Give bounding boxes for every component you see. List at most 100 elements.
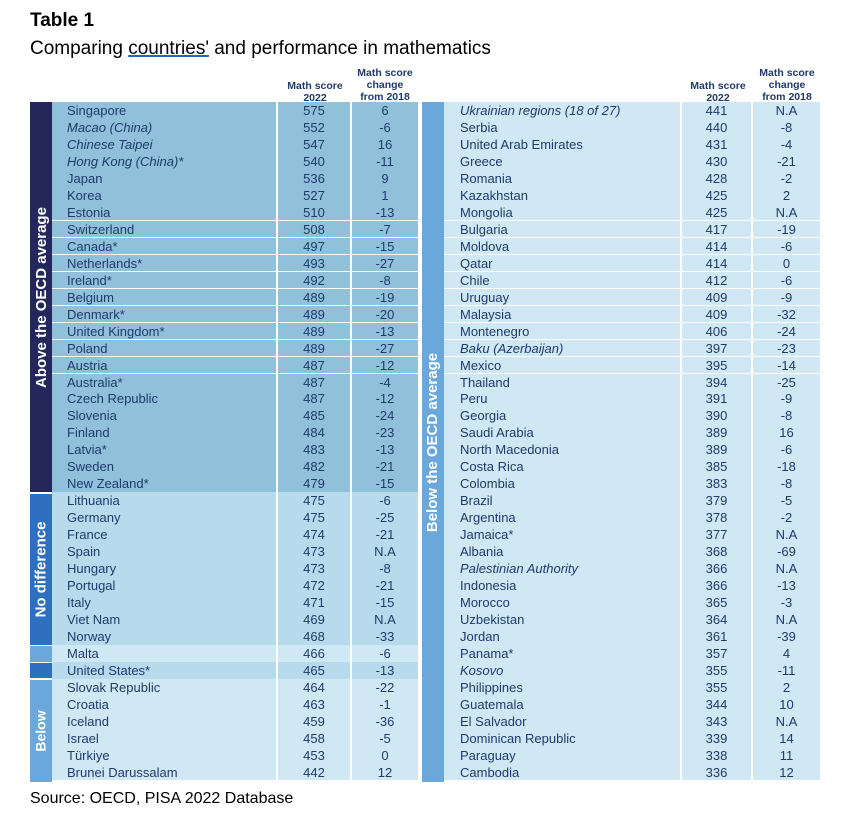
column-separator <box>680 695 682 713</box>
table-row: Estonia 510 -13 <box>52 203 418 221</box>
math-score-2022: 377 <box>705 527 728 543</box>
column-separator <box>680 424 682 442</box>
math-score-2022: 425 <box>705 204 728 220</box>
math-score-2022: 355 <box>705 679 728 695</box>
math-score-change: -69 <box>777 544 796 560</box>
column-separator <box>350 424 352 442</box>
math-score-change: -23 <box>777 340 796 356</box>
table-row: Brazil 379 -5 <box>444 492 820 510</box>
country-name: Slovak Republic <box>67 679 161 695</box>
table-row: Singapore 575 6 <box>52 102 418 119</box>
column-separator <box>276 135 278 153</box>
country-name: Georgia <box>460 408 507 424</box>
column-separator <box>276 611 278 629</box>
table-row: Costa Rica 385 -18 <box>444 458 820 476</box>
math-score-2022: 536 <box>303 170 325 186</box>
table-row: Thailand 394 -25 <box>444 373 820 391</box>
math-score-2022: 431 <box>705 136 728 152</box>
column-separator <box>751 271 753 289</box>
country-name: Lithuania <box>67 493 120 509</box>
column-separator <box>276 390 278 408</box>
table-row: Uruguay 409 -9 <box>444 288 820 306</box>
country-name: Kazakhstan <box>460 187 528 203</box>
column-separator <box>751 390 753 408</box>
math-score-change: -20 <box>375 306 395 322</box>
column-separator <box>680 169 682 187</box>
math-score-change: 10 <box>779 696 794 712</box>
column-separator <box>680 288 682 306</box>
column-separator <box>751 611 753 629</box>
column-separator <box>680 118 682 136</box>
column-separator <box>680 441 682 459</box>
column-separator <box>751 509 753 527</box>
table-row: Canada* 497 -15 <box>52 237 418 255</box>
column-separator <box>350 763 352 781</box>
math-score-2022: 406 <box>705 323 728 339</box>
math-score-change: -11 <box>376 153 394 169</box>
column-separator <box>276 475 278 493</box>
column-separator <box>350 526 352 544</box>
column-separator <box>350 611 352 629</box>
band-below-oecd: Below the OECD average <box>422 102 444 782</box>
math-score-change: -6 <box>780 272 793 288</box>
math-score-2022: 485 <box>303 408 325 424</box>
column-separator <box>350 509 352 527</box>
math-score-change: 12 <box>377 764 393 780</box>
column-separator <box>276 695 278 713</box>
table-row: Kazakhstan 425 2 <box>444 186 820 204</box>
math-score-change: -19 <box>777 221 796 237</box>
column-separator <box>751 203 753 221</box>
math-score-2022: 430 <box>705 153 728 169</box>
math-score-2022: 489 <box>303 323 325 339</box>
math-score-change: -5 <box>379 730 391 746</box>
column-separator <box>350 458 352 476</box>
country-name: Australia* <box>67 374 123 390</box>
math-score-change: 0 <box>782 255 791 271</box>
column-separator <box>350 203 352 221</box>
math-score-2022: 395 <box>705 357 728 373</box>
band-below-oecd-label: Below the OECD average <box>424 352 442 532</box>
column-separator <box>350 220 352 238</box>
column-separator <box>350 407 352 425</box>
table-row: Peru 391 -9 <box>444 390 820 408</box>
column-separator <box>350 288 352 306</box>
math-score-change: 2 <box>782 679 791 695</box>
math-score-2022: 428 <box>705 170 728 186</box>
band-no-difference-label: No difference <box>32 521 50 618</box>
column-separator <box>680 390 682 408</box>
table-row: Lithuania 475 -6 <box>52 492 418 510</box>
country-name: Romania <box>460 170 513 186</box>
table-row: Finland 484 -23 <box>52 424 418 442</box>
column-separator <box>276 288 278 306</box>
column-separator <box>276 237 278 255</box>
math-score-2022: 472 <box>303 578 325 594</box>
math-score-2022: 547 <box>303 136 325 152</box>
country-name: United Arab Emirates <box>460 136 583 152</box>
math-score-change: -39 <box>777 629 796 645</box>
table-row: Macao (China) 552 -6 <box>52 118 418 136</box>
column-separator <box>350 135 352 153</box>
column-separator <box>751 763 753 781</box>
table-row: Australia* 487 -4 <box>52 373 418 391</box>
table-row: Viet Nam 469 N.A <box>52 611 418 629</box>
table-row: Malaysia 409 -32 <box>444 305 820 323</box>
band-below-short-label: Below <box>33 710 50 752</box>
column-separator <box>751 678 753 696</box>
country-name: Croatia <box>67 696 109 712</box>
math-score-2022: 493 <box>303 255 325 271</box>
band-no-difference: No difference <box>30 494 52 645</box>
country-name: Albania <box>460 544 504 560</box>
table-row: Uzbekistan 364 N.A <box>444 611 820 629</box>
table-row: Morocco 365 -3 <box>444 594 820 612</box>
table-row: Baku (Azerbaijan) 397 -23 <box>444 339 820 357</box>
math-score-2022: 412 <box>705 272 728 288</box>
table-row: Moldova 414 -6 <box>444 237 820 255</box>
table-row: United States* 465 -13 <box>52 662 418 679</box>
table-row: Guatemala 344 10 <box>444 695 820 713</box>
math-score-change: -6 <box>780 238 793 254</box>
math-score-2022: 497 <box>303 238 325 254</box>
math-score-2022: 489 <box>303 306 325 322</box>
table-row: Portugal 472 -21 <box>52 577 418 595</box>
math-score-change: N.A <box>374 544 396 560</box>
country-name: Germany <box>67 510 121 526</box>
